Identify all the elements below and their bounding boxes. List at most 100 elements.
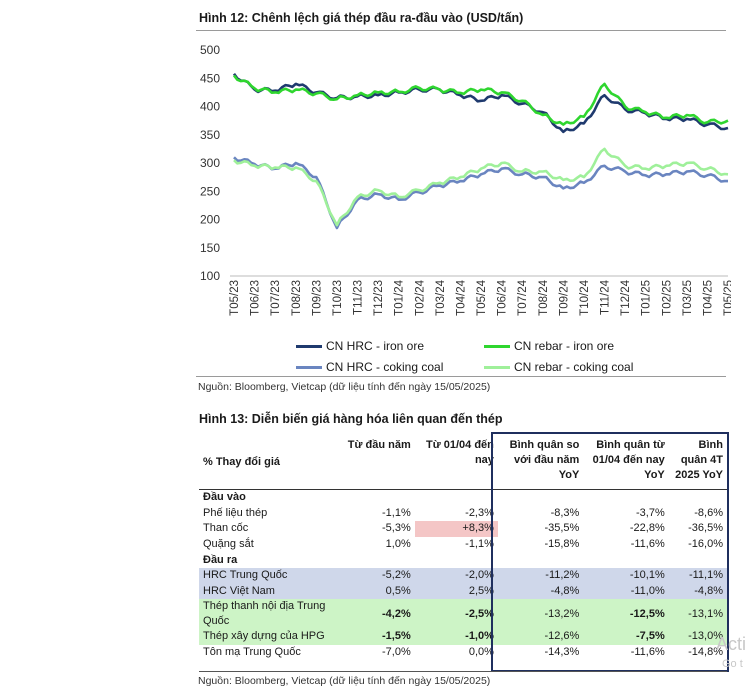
y-tick-label: 300 (200, 156, 220, 170)
table-cell: -35,5% (544, 522, 580, 535)
table-cell: -14,8% (688, 646, 723, 659)
table-cell: -1,1% (465, 538, 494, 551)
section-row: Đầu ra (199, 552, 727, 568)
table-cell: -2,0% (414, 567, 498, 584)
series-line-cn-hrc-iron-ore (232, 72, 729, 134)
table-row: Quặng sắt 1,0% -1,1% -15,8% -11,6% -16,0% (199, 537, 727, 553)
section-row: Đầu vào (199, 490, 727, 506)
column-header: Bình quân từ 01/04 đến nay YoY (583, 434, 669, 490)
x-tick-label: T08/24 (538, 279, 550, 315)
x-tick-label: T05/23 (229, 280, 241, 316)
x-tick-label: T06/23 (250, 280, 262, 316)
x-tick-label: T04/25 (702, 280, 714, 316)
activation-watermark: Acti (716, 634, 747, 654)
table-cell: -1,1% (382, 506, 411, 519)
legend-item: CN HRC - iron ore (296, 339, 424, 353)
y-tick-label: 450 (200, 71, 220, 85)
column-header: Bình quân so với đầu năm YoY (497, 434, 584, 490)
table-row: Thép xây dựng của HPG -1,5% -1,0% -12,6% -7,… (199, 629, 727, 645)
table-row: HRC Trung Quốc -5,2% -2,0% -11,2% -10,1% -11,… (199, 567, 727, 584)
activation-watermark-sub: Go t (722, 658, 743, 670)
legend-item: CN rebar - iron ore (484, 339, 614, 353)
table-cell: -4,2% (335, 599, 415, 630)
spread-line-chart: 100 150 200 250 300 350 400 450 500 T05/23 T06/23 T… (200, 43, 731, 316)
y-tick-label: 400 (200, 100, 220, 114)
table-cell: -36,5% (688, 522, 723, 535)
table-cell: 2,5% (414, 583, 498, 600)
y-tick-label: 150 (200, 241, 220, 255)
table-cell: -13,1% (668, 599, 727, 630)
table-cell: -4,8% (497, 583, 584, 600)
source-divider (196, 376, 726, 377)
table-cell: -15,8% (544, 538, 580, 551)
y-tick-label: 200 (200, 213, 220, 227)
table-cell: 1,0% (385, 538, 411, 551)
row-label: Quặng sắt (203, 538, 254, 551)
commodity-price-table: % Thay đổi giá Từ đầu năm Từ 01/04 đến nay… (199, 434, 727, 660)
x-tick-label: T07/24 (517, 279, 529, 315)
table-cell: -5,3% (382, 522, 411, 535)
x-tick-label: T02/24 (414, 279, 426, 315)
table-cell: -11,0% (583, 583, 669, 600)
table-cell: -22,8% (629, 522, 665, 535)
table-row: Phế liệu thép -1,1% -2,3% -8,3% -3,7% -8,6% (199, 506, 727, 522)
table-cell: -8,3% (550, 506, 580, 519)
x-tick-label: T11/24 (600, 279, 612, 315)
row-label: HRC Việt Nam (199, 583, 336, 600)
x-tick-label: T01/25 (641, 280, 653, 316)
column-header: Từ 01/04 đến nay (414, 434, 498, 490)
table-cell: -7,5% (583, 629, 669, 645)
y-tick-label: 100 (200, 269, 220, 283)
y-tick-label: 350 (200, 128, 220, 142)
legend-item: CN rebar - coking coal (484, 360, 633, 374)
figure13-title: Hình 13: Diễn biến giá hàng hóa liên qua… (199, 412, 503, 426)
table-cell: -1,0% (414, 629, 498, 645)
legend-label: CN rebar - coking coal (514, 360, 634, 374)
row-label: Thép xây dựng của HPG (199, 629, 336, 645)
table-cell: -11,6% (630, 646, 665, 659)
x-tick-label: T06/24 (497, 279, 509, 315)
table-bottom-rule (199, 671, 727, 672)
x-tick-label: T03/25 (682, 280, 694, 316)
table-cell: -12,5% (583, 599, 669, 630)
table-cell: -11,1% (668, 567, 727, 584)
x-tick-label: T08/23 (291, 280, 303, 316)
table-header-row: % Thay đổi giá Từ đầu năm Từ 01/04 đến nay… (199, 434, 727, 490)
x-tick-label: T12/23 (373, 280, 385, 316)
x-tick-label: T09/24 (558, 279, 570, 315)
x-tick-label: T10/24 (579, 279, 591, 315)
table-cell: -1,5% (335, 629, 415, 645)
table-cell: -3,7% (636, 506, 665, 519)
table-cell: -13,2% (497, 599, 584, 630)
x-tick-label: T11/23 (353, 280, 365, 315)
row-label: Thép thanh nội địa Trung Quốc (199, 599, 336, 630)
table-cell: -8,6% (694, 506, 723, 519)
section-label: Đầu vào (203, 491, 246, 504)
series-line-cn-rebar-coking-coal (233, 147, 729, 227)
table-cell: -4,8% (668, 583, 727, 600)
legend-swatch (484, 365, 510, 369)
x-tick-label: T05/25 (723, 280, 731, 316)
table-cell: -13,0% (668, 629, 727, 645)
x-tick-label: T02/25 (661, 280, 673, 316)
legend-swatch (484, 344, 510, 348)
table-row: Thép thanh nội địa Trung Quốc -4,2% -2,5% -… (199, 599, 727, 630)
table-cell: -16,0% (688, 538, 723, 551)
series-line-cn-rebar-iron-ore (232, 74, 729, 126)
table-cell: -14,3% (544, 646, 580, 659)
legend-swatch (296, 365, 322, 369)
table-cell: -2,5% (414, 599, 498, 630)
x-tick-label: T05/24 (476, 279, 488, 315)
legend-item: CN HRC - coking coal (296, 360, 443, 374)
x-tick-label: T07/23 (270, 280, 282, 316)
y-tick-label: 500 (200, 43, 220, 57)
row-label: Tôn mạ Trung Quốc (203, 646, 301, 659)
table-cell: -7,0% (382, 646, 411, 659)
table-row: HRC Việt Nam 0,5% 2,5% -4,8% -11,0% -4,8% (199, 583, 727, 600)
section-label: Đầu ra (203, 553, 238, 566)
figure13-source: Nguồn: Bloomberg, Vietcap (dữ liệu tính … (198, 675, 491, 687)
table-cell: -11,2% (497, 567, 584, 584)
figure12-title: Hình 12: Chênh lệch giá thép đầu ra-đầu … (199, 11, 524, 25)
y-tick-label: 250 (200, 184, 220, 198)
table-cell: -5,2% (335, 567, 415, 584)
